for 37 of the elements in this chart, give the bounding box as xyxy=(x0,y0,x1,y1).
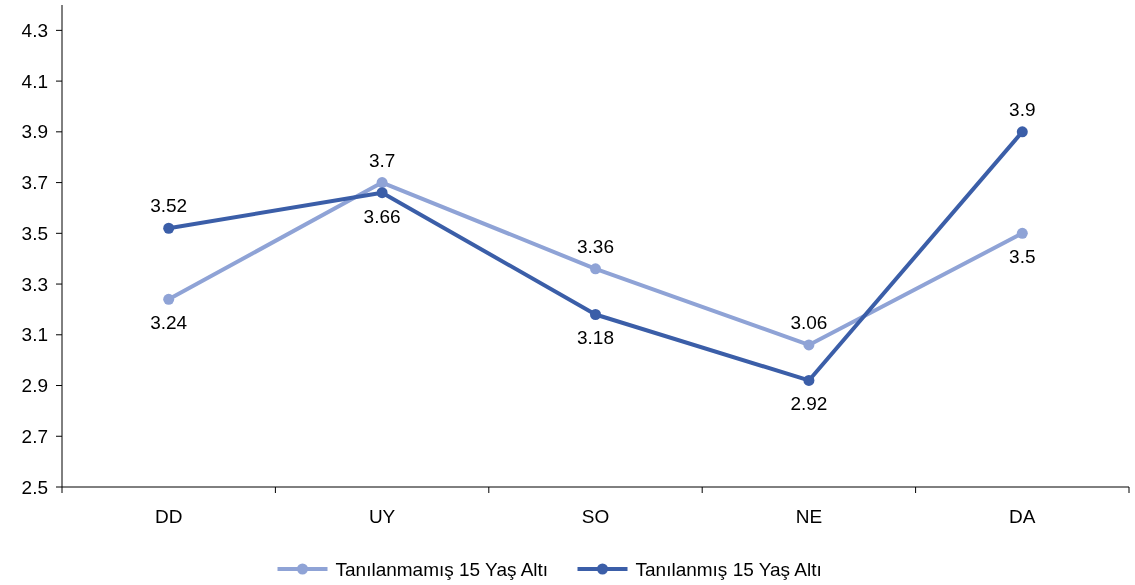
data-label: 3.7 xyxy=(368,149,396,171)
point xyxy=(163,222,175,234)
data-label: 3.66 xyxy=(363,205,401,227)
x-tick-label: SO xyxy=(581,506,610,527)
x-tick-label: NE xyxy=(795,506,823,527)
y-tick-label: 3.3 xyxy=(21,273,48,295)
y-tick-label: 3.7 xyxy=(21,172,48,194)
point xyxy=(803,339,815,351)
point xyxy=(163,293,175,305)
data-label: 3.52 xyxy=(150,195,188,217)
y-tick-label: 3.9 xyxy=(21,121,48,143)
point xyxy=(376,177,388,189)
point xyxy=(590,263,601,275)
y-tick-label: 2.7 xyxy=(21,425,48,447)
x-tick-label: DA xyxy=(1009,506,1036,527)
point xyxy=(376,187,388,199)
point xyxy=(590,309,601,320)
data-label: 3.36 xyxy=(577,235,614,257)
point xyxy=(803,374,815,386)
y-tick-label: 3.5 xyxy=(21,222,48,244)
y-tick-label: 4.1 xyxy=(21,70,48,92)
point xyxy=(1016,227,1028,239)
x-tick-label: UY xyxy=(368,506,396,527)
legend-label: Tanılanmamış 15 Yaş Altı xyxy=(335,558,549,580)
y-tick-label: 2.9 xyxy=(21,375,48,397)
y-tick-label: 2.5 xyxy=(21,476,48,498)
data-label: 2.92 xyxy=(790,393,828,415)
legend-label: Tanılanmış 15 Yaş Altı xyxy=(635,558,822,580)
x-tick-label: DD xyxy=(154,506,183,527)
data-label: 3.24 xyxy=(150,312,188,334)
y-tick-label: 4.3 xyxy=(21,20,48,42)
point xyxy=(1016,126,1028,138)
data-label: 3.9 xyxy=(1009,98,1036,120)
data-label: 3.06 xyxy=(790,311,828,333)
y-tick-label: 3.1 xyxy=(21,324,48,346)
data-label: 3.5 xyxy=(1009,246,1036,268)
data-label: 3.18 xyxy=(577,327,614,349)
